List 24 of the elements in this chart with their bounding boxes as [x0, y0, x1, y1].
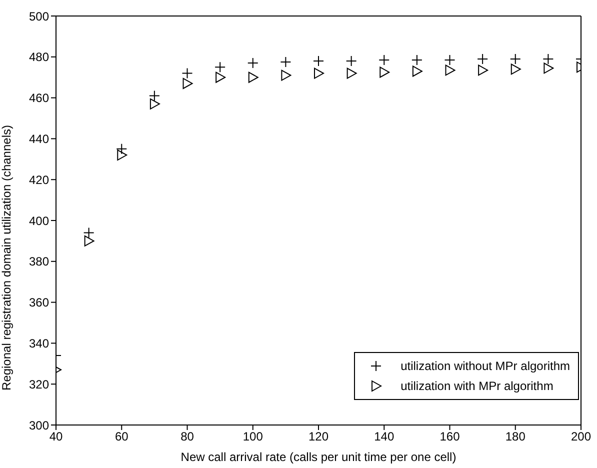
y-tick-label: 500: [28, 9, 50, 24]
x-tick-label: 160: [440, 430, 460, 444]
y-tick-label: 460: [28, 91, 50, 106]
y-tick-label: 480: [28, 50, 50, 64]
y-tick-label: 440: [28, 132, 50, 146]
x-axis-title: New call arrival rate (calls per unit time per one cell): [180, 450, 456, 464]
legend-label: utilization without MPr algorithm: [400, 359, 570, 373]
x-tick-label: 100: [242, 430, 264, 444]
x-tick-label: 120: [308, 430, 329, 444]
x-tick-label: 180: [505, 430, 526, 444]
y-tick-label: 300: [28, 418, 50, 432]
y-tick-label: 380: [28, 254, 50, 269]
x-tick-label: 80: [180, 430, 194, 444]
y-tick-label: 420: [28, 172, 50, 187]
y-tick-label: 340: [28, 336, 50, 350]
y-tick-label: 360: [28, 296, 50, 310]
x-tick-label: 200: [570, 430, 592, 444]
legend-label: utilization with MPr algorithm: [400, 379, 554, 393]
x-tick-label: 60: [114, 430, 129, 444]
x-tick-label: 140: [374, 430, 394, 444]
y-tick-label: 320: [28, 377, 50, 392]
y-tick-label: 400: [28, 214, 50, 228]
x-tick-label: 40: [49, 430, 63, 444]
y-axis-title: Regional registration domain utilization (channels): [0, 125, 14, 390]
